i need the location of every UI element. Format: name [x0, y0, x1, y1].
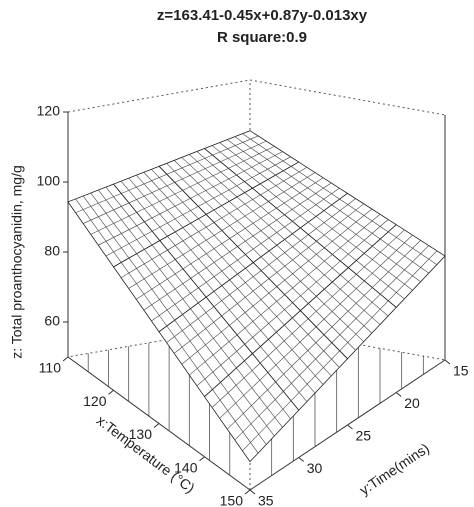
mesh-line: [259, 183, 309, 223]
z-tick-label: 80: [44, 243, 60, 259]
chart-subtitle: R square:0.9: [217, 29, 307, 46]
mesh-line: [260, 256, 309, 304]
mesh-line: [75, 198, 122, 263]
surface-cell: [347, 224, 446, 308]
mesh-line: [120, 262, 168, 327]
box-edge: [249, 79, 446, 116]
box-edge: [249, 324, 446, 361]
x-tick-label: 130: [129, 426, 153, 442]
y-tick-label: 20: [404, 395, 420, 411]
x-tick-label: 140: [174, 459, 198, 475]
mesh-line: [166, 325, 213, 390]
surface-cell: [158, 296, 253, 398]
chart-title: z=163.41-0.45x+0.87y-0.013xy: [157, 7, 368, 24]
mesh-line: [308, 221, 357, 261]
mesh-line: [212, 389, 259, 454]
y-tick-label: 25: [356, 428, 372, 444]
mesh-line: [308, 303, 356, 351]
mesh-line: [211, 145, 261, 185]
x-tick: [199, 456, 205, 462]
surface-cell: [205, 187, 302, 264]
y-axis-label: y:Time(mins): [356, 440, 432, 498]
mesh-line: [167, 236, 215, 292]
y-tick: [395, 392, 402, 397]
y-tick: [298, 457, 305, 462]
y-tick-label: 30: [307, 460, 323, 476]
mesh-line: [166, 163, 215, 211]
z-tick-label: 100: [37, 173, 61, 189]
mesh-line: [213, 209, 262, 258]
surface-cell: [299, 267, 397, 360]
x-tick: [108, 389, 114, 395]
z-axis-label: z: Total proanthocyanidin, mg/g: [9, 165, 25, 359]
mesh-line: [213, 291, 261, 347]
x-tick-label: 120: [83, 393, 107, 409]
y-tick: [444, 359, 451, 365]
mesh-line: [260, 346, 308, 402]
box-edge: [67, 79, 251, 113]
x-tick-label: 150: [220, 493, 244, 507]
y-tick: [347, 424, 353, 430]
surface-cell: [112, 165, 207, 242]
x-tick-label: 110: [39, 360, 62, 376]
y-tick-label: 35: [258, 493, 274, 507]
y-tick: [249, 489, 256, 495]
x-tick: [62, 356, 69, 362]
surface-cell: [112, 240, 207, 333]
surface-cell: [203, 353, 300, 463]
surface-cell: [159, 213, 254, 298]
x-tick: [244, 489, 251, 495]
x-tick: [153, 423, 160, 428]
z-tick-label: 120: [37, 103, 61, 119]
x-axis-label: x:Temperature (°C): [94, 412, 198, 496]
mesh-line: [120, 180, 168, 237]
surface-cell: [205, 262, 301, 355]
y-tick-label: 15: [453, 363, 469, 379]
surface-cell: [252, 227, 349, 312]
mesh-line: [356, 260, 405, 300]
z-tick-label: 60: [44, 313, 60, 329]
